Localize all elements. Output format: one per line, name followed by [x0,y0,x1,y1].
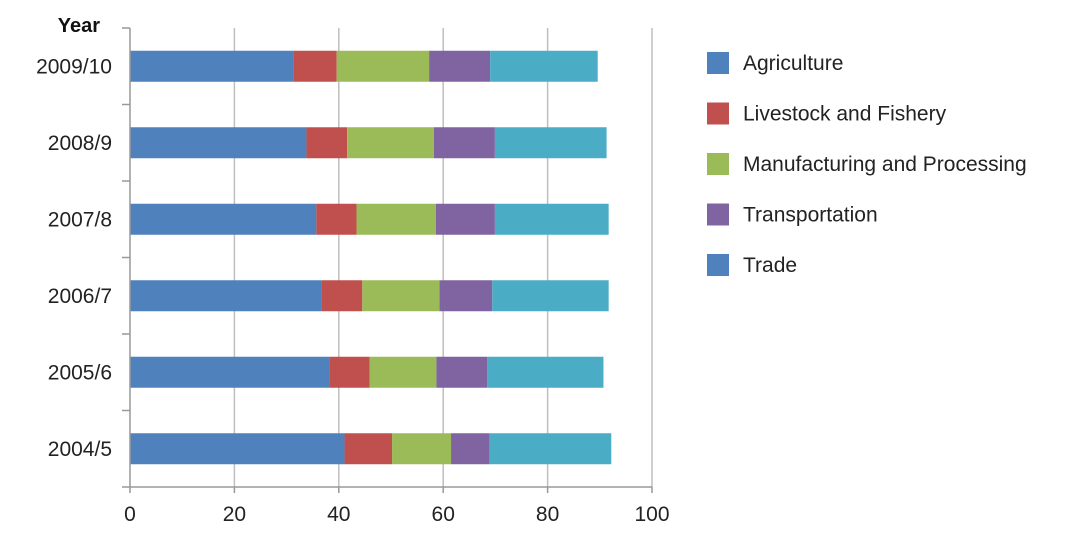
bar-segment [130,356,330,388]
bar-segment [130,203,317,235]
bar-segment [494,127,607,159]
legend: Agriculture Livestock and Fishery Manufact… [707,52,1027,277]
x-tick-label: 20 [223,503,246,526]
legend-swatch [707,153,729,175]
bar-segment [329,356,370,388]
legend-label: Livestock and Fishery [743,103,947,126]
bar-segment [316,203,357,235]
bar-layer [130,50,612,465]
bar-segment [435,203,495,235]
bar-segment [392,433,452,465]
bar-segment [356,203,436,235]
bar-segment [492,280,609,312]
x-tick-label: 40 [327,503,350,526]
x-tick-label: 60 [432,503,455,526]
bar-segment [433,127,495,159]
legend-label: Agriculture [743,52,843,75]
bar-segment [344,433,393,465]
bar-segment [451,433,490,465]
bar-segment [490,50,598,82]
bar-segment [130,127,307,159]
y-tick-label: 2007/8 [48,208,112,231]
bar-segment [347,127,434,159]
bar-segment [439,280,493,312]
legend-swatch [707,102,729,125]
y-tick-label: 2006/7 [48,285,112,308]
legend-label: Manufacturing and Processing [743,153,1027,176]
legend-swatch [707,203,729,226]
bar-segment [321,280,363,312]
bar-segment [306,127,348,159]
axis-layer: Year 0 20 40 60 80 100 2009/10 2008/9 2007/8 2006… [36,15,669,526]
bar-segment [336,50,430,82]
legend-swatch [707,52,729,74]
y-tick-label: 2005/6 [48,361,112,384]
bar-segment [293,50,337,82]
x-tick-label: 0 [124,503,136,526]
bar-segment [130,280,322,312]
y-tick-label: 2004/5 [48,438,112,461]
y-tick-label: 2009/10 [36,55,112,78]
y-tick-label: 2008/9 [48,132,112,155]
x-tick-label: 100 [634,503,669,526]
bar-segment [362,280,440,312]
x-tick-label: 80 [536,503,559,526]
legend-label: Trade [743,254,797,277]
bar-segment [130,50,294,82]
grid-layer [233,28,653,487]
legend-swatch [707,254,729,276]
bar-segment [436,356,488,388]
legend-label: Transportation [743,204,878,227]
bar-segment [369,356,437,388]
bar-segment [494,203,609,235]
y-axis-title: Year [58,15,100,37]
bar-segment [429,50,491,82]
bar-segment [487,356,604,388]
bar-segment [489,433,612,465]
bar-segment [130,433,345,465]
